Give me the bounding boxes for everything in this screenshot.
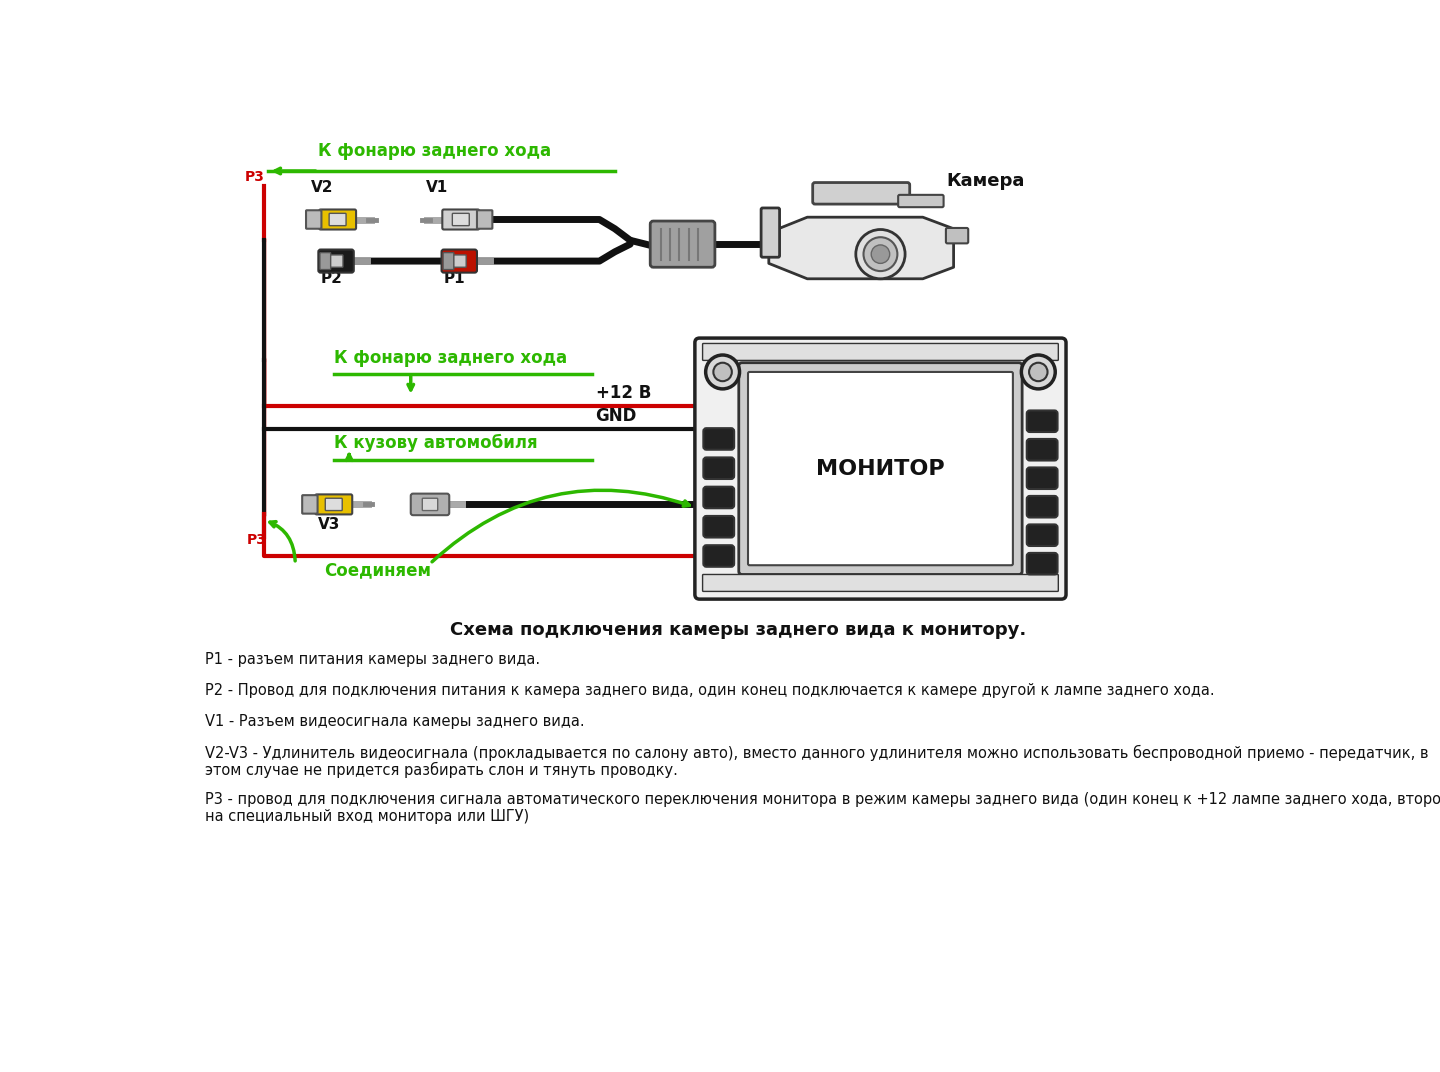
Circle shape: [713, 362, 732, 382]
Text: V2: V2: [311, 180, 333, 195]
FancyBboxPatch shape: [703, 546, 734, 567]
FancyBboxPatch shape: [703, 575, 1058, 592]
Text: К фонарю заднего хода: К фонарю заднего хода: [318, 142, 552, 160]
FancyBboxPatch shape: [422, 498, 438, 510]
Text: Р2 - Провод для подключения питания к камера заднего вида, один конец подключает: Р2 - Провод для подключения питания к ка…: [204, 683, 1215, 698]
Text: V3: V3: [318, 517, 341, 532]
Text: P2: P2: [321, 270, 343, 285]
FancyBboxPatch shape: [315, 494, 353, 515]
FancyBboxPatch shape: [330, 213, 346, 226]
FancyBboxPatch shape: [302, 495, 318, 513]
FancyBboxPatch shape: [444, 253, 454, 269]
FancyBboxPatch shape: [325, 498, 343, 510]
FancyBboxPatch shape: [703, 458, 734, 479]
FancyBboxPatch shape: [899, 195, 943, 207]
FancyBboxPatch shape: [442, 250, 477, 272]
FancyBboxPatch shape: [1027, 411, 1057, 432]
Circle shape: [864, 237, 897, 271]
FancyBboxPatch shape: [442, 209, 480, 229]
FancyBboxPatch shape: [812, 182, 910, 204]
Text: +12 В: +12 В: [596, 384, 651, 402]
FancyBboxPatch shape: [747, 372, 1012, 565]
Text: Камера: Камера: [946, 173, 1024, 191]
Text: P3: P3: [245, 170, 265, 184]
FancyBboxPatch shape: [1027, 553, 1057, 575]
FancyBboxPatch shape: [477, 210, 492, 228]
Circle shape: [706, 355, 740, 389]
Text: Схема подключения камеры заднего вида к монитору.: Схема подключения камеры заднего вида к …: [449, 622, 1027, 639]
Text: этом случае не придется разбирать слон и тянуть проводку.: этом случае не придется разбирать слон и…: [204, 761, 678, 778]
FancyBboxPatch shape: [946, 228, 968, 243]
FancyBboxPatch shape: [762, 208, 779, 257]
Text: GND: GND: [596, 407, 636, 426]
Text: V1 - Разъем видеосигнала камеры заднего вида.: V1 - Разъем видеосигнала камеры заднего …: [204, 714, 585, 729]
Circle shape: [855, 229, 906, 279]
FancyBboxPatch shape: [320, 253, 331, 269]
FancyBboxPatch shape: [452, 213, 469, 226]
FancyBboxPatch shape: [307, 210, 321, 228]
Circle shape: [1021, 355, 1056, 389]
Text: P1: P1: [444, 270, 465, 285]
FancyBboxPatch shape: [318, 250, 354, 272]
FancyBboxPatch shape: [1027, 524, 1057, 546]
FancyBboxPatch shape: [1027, 438, 1057, 461]
Text: V1: V1: [426, 180, 448, 195]
Circle shape: [871, 244, 890, 264]
FancyBboxPatch shape: [454, 255, 467, 267]
Text: Р1 - разъем питания камеры заднего вида.: Р1 - разъем питания камеры заднего вида.: [204, 652, 540, 667]
FancyBboxPatch shape: [410, 493, 449, 516]
FancyBboxPatch shape: [320, 209, 356, 229]
Polygon shape: [769, 218, 953, 279]
FancyBboxPatch shape: [1027, 467, 1057, 489]
Text: P3: P3: [246, 534, 266, 548]
FancyBboxPatch shape: [696, 338, 1066, 599]
Text: К кузову автомобиля: К кузову автомобиля: [334, 434, 537, 452]
FancyBboxPatch shape: [331, 255, 343, 267]
Text: МОНИТОР: МОНИТОР: [816, 459, 945, 479]
Text: Р3 - провод для подключения сигнала автоматического переключения монитора в режи: Р3 - провод для подключения сигнала авто…: [204, 792, 1440, 807]
Text: на специальный вход монитора или ШГУ): на специальный вход монитора или ШГУ): [204, 809, 530, 824]
Text: V2-V3 - Удлинитель видеосигнала (прокладывается по салону авто), вместо данного : V2-V3 - Удлинитель видеосигнала (проклад…: [204, 745, 1428, 761]
FancyBboxPatch shape: [703, 428, 734, 450]
Text: Соединяем: Соединяем: [324, 562, 431, 579]
FancyBboxPatch shape: [651, 221, 714, 267]
Circle shape: [1030, 362, 1047, 382]
FancyBboxPatch shape: [703, 343, 1058, 360]
Text: К фонарю заднего хода: К фонарю заднего хода: [334, 349, 567, 368]
FancyBboxPatch shape: [703, 516, 734, 537]
FancyBboxPatch shape: [739, 362, 1022, 575]
FancyBboxPatch shape: [703, 487, 734, 508]
FancyBboxPatch shape: [1027, 496, 1057, 518]
